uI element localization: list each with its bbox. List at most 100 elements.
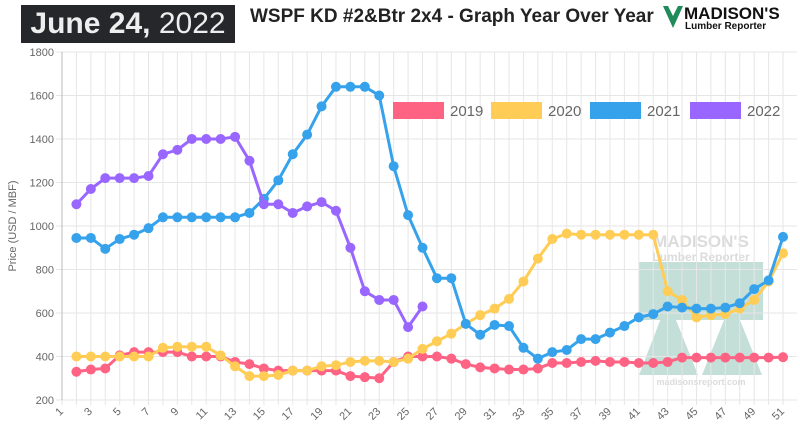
data-point — [677, 352, 688, 363]
x-tick-label: 17 — [280, 406, 297, 423]
data-point — [143, 170, 154, 181]
data-point — [302, 365, 313, 376]
data-point — [662, 286, 673, 297]
data-point — [201, 134, 212, 144]
data-point — [662, 301, 673, 312]
data-point — [504, 321, 515, 332]
data-point — [258, 363, 269, 374]
data-point — [85, 184, 96, 195]
data-point — [489, 319, 500, 330]
x-tick-label: 37 — [568, 406, 585, 423]
data-point — [215, 134, 226, 144]
data-point — [316, 197, 327, 208]
data-point — [287, 149, 298, 160]
data-point — [114, 234, 125, 245]
y-tick-label: 1400 — [30, 134, 54, 146]
x-tick-label: 39 — [597, 406, 614, 423]
data-point — [590, 355, 601, 366]
data-point — [258, 371, 269, 382]
data-point — [201, 341, 212, 352]
legend-label-2019: 2019 — [450, 103, 483, 120]
data-point — [633, 312, 644, 323]
data-point — [547, 234, 558, 245]
data-point — [547, 358, 558, 369]
logo-line2: Lumber Reporter — [685, 21, 767, 32]
data-point — [705, 352, 716, 363]
x-tick-label: 15 — [251, 406, 268, 423]
data-point — [388, 356, 399, 367]
data-point — [186, 351, 197, 362]
data-point — [504, 293, 515, 304]
x-tick-label: 29 — [453, 406, 470, 423]
x-tick-label: 43 — [655, 406, 672, 423]
data-point — [532, 253, 543, 264]
data-point — [460, 318, 471, 329]
data-point — [100, 243, 111, 254]
data-point — [71, 199, 82, 210]
x-tick-label: 23 — [366, 406, 383, 423]
data-point — [489, 303, 500, 314]
data-point — [71, 232, 82, 243]
data-point — [359, 286, 370, 297]
x-tick-label: 3 — [82, 406, 95, 419]
data-point — [287, 207, 298, 218]
data-point — [345, 371, 356, 382]
data-point — [129, 351, 140, 362]
data-point — [446, 328, 457, 339]
data-point — [374, 355, 385, 366]
data-point — [287, 365, 298, 376]
data-point — [215, 350, 226, 361]
data-point — [705, 303, 716, 314]
data-point — [186, 341, 197, 352]
data-point — [359, 372, 370, 383]
data-point — [561, 344, 572, 355]
y-tick-label: 1800 — [30, 47, 54, 59]
data-point — [172, 341, 183, 352]
data-point — [691, 303, 702, 314]
x-tick-label: 27 — [424, 406, 441, 423]
watermark-url: madisonsreport.com — [656, 377, 745, 387]
x-tick-label: 45 — [683, 406, 700, 423]
data-point — [273, 175, 284, 186]
data-point — [186, 134, 197, 144]
legend-swatch-2022 — [690, 102, 741, 119]
data-point — [359, 81, 370, 92]
data-point — [475, 310, 486, 321]
data-point — [417, 343, 428, 354]
chart-title: WSPF KD #2&Btr 2x4 - Graph Year Over Yea… — [250, 6, 654, 27]
data-point — [316, 361, 327, 372]
data-point — [619, 356, 630, 367]
data-point — [258, 199, 269, 210]
y-axis-label: Price (USD / MBF) — [7, 180, 19, 271]
data-point — [778, 352, 788, 363]
data-point — [431, 336, 442, 347]
legend-swatch-2019 — [393, 102, 444, 119]
data-point — [388, 294, 399, 305]
data-point — [85, 232, 96, 243]
data-point — [201, 212, 212, 223]
data-point — [230, 131, 241, 142]
data-point — [749, 294, 760, 305]
data-point — [504, 364, 515, 375]
x-tick-label: 9 — [169, 406, 182, 419]
x-tick-label: 47 — [712, 406, 729, 423]
data-point — [403, 322, 414, 333]
data-point — [100, 363, 111, 374]
data-point — [749, 284, 760, 295]
data-point — [244, 371, 255, 382]
data-point — [648, 309, 659, 320]
data-point — [633, 229, 644, 240]
data-point — [518, 342, 529, 353]
data-point — [619, 321, 630, 332]
data-point — [157, 342, 168, 353]
data-point — [273, 199, 284, 210]
data-point — [172, 212, 183, 223]
data-point — [374, 90, 385, 101]
data-point — [590, 334, 601, 345]
series-2021 — [71, 81, 788, 364]
data-point — [345, 356, 356, 367]
data-point — [302, 201, 313, 212]
data-point — [778, 248, 788, 259]
data-point — [388, 161, 399, 172]
data-point — [763, 275, 774, 286]
